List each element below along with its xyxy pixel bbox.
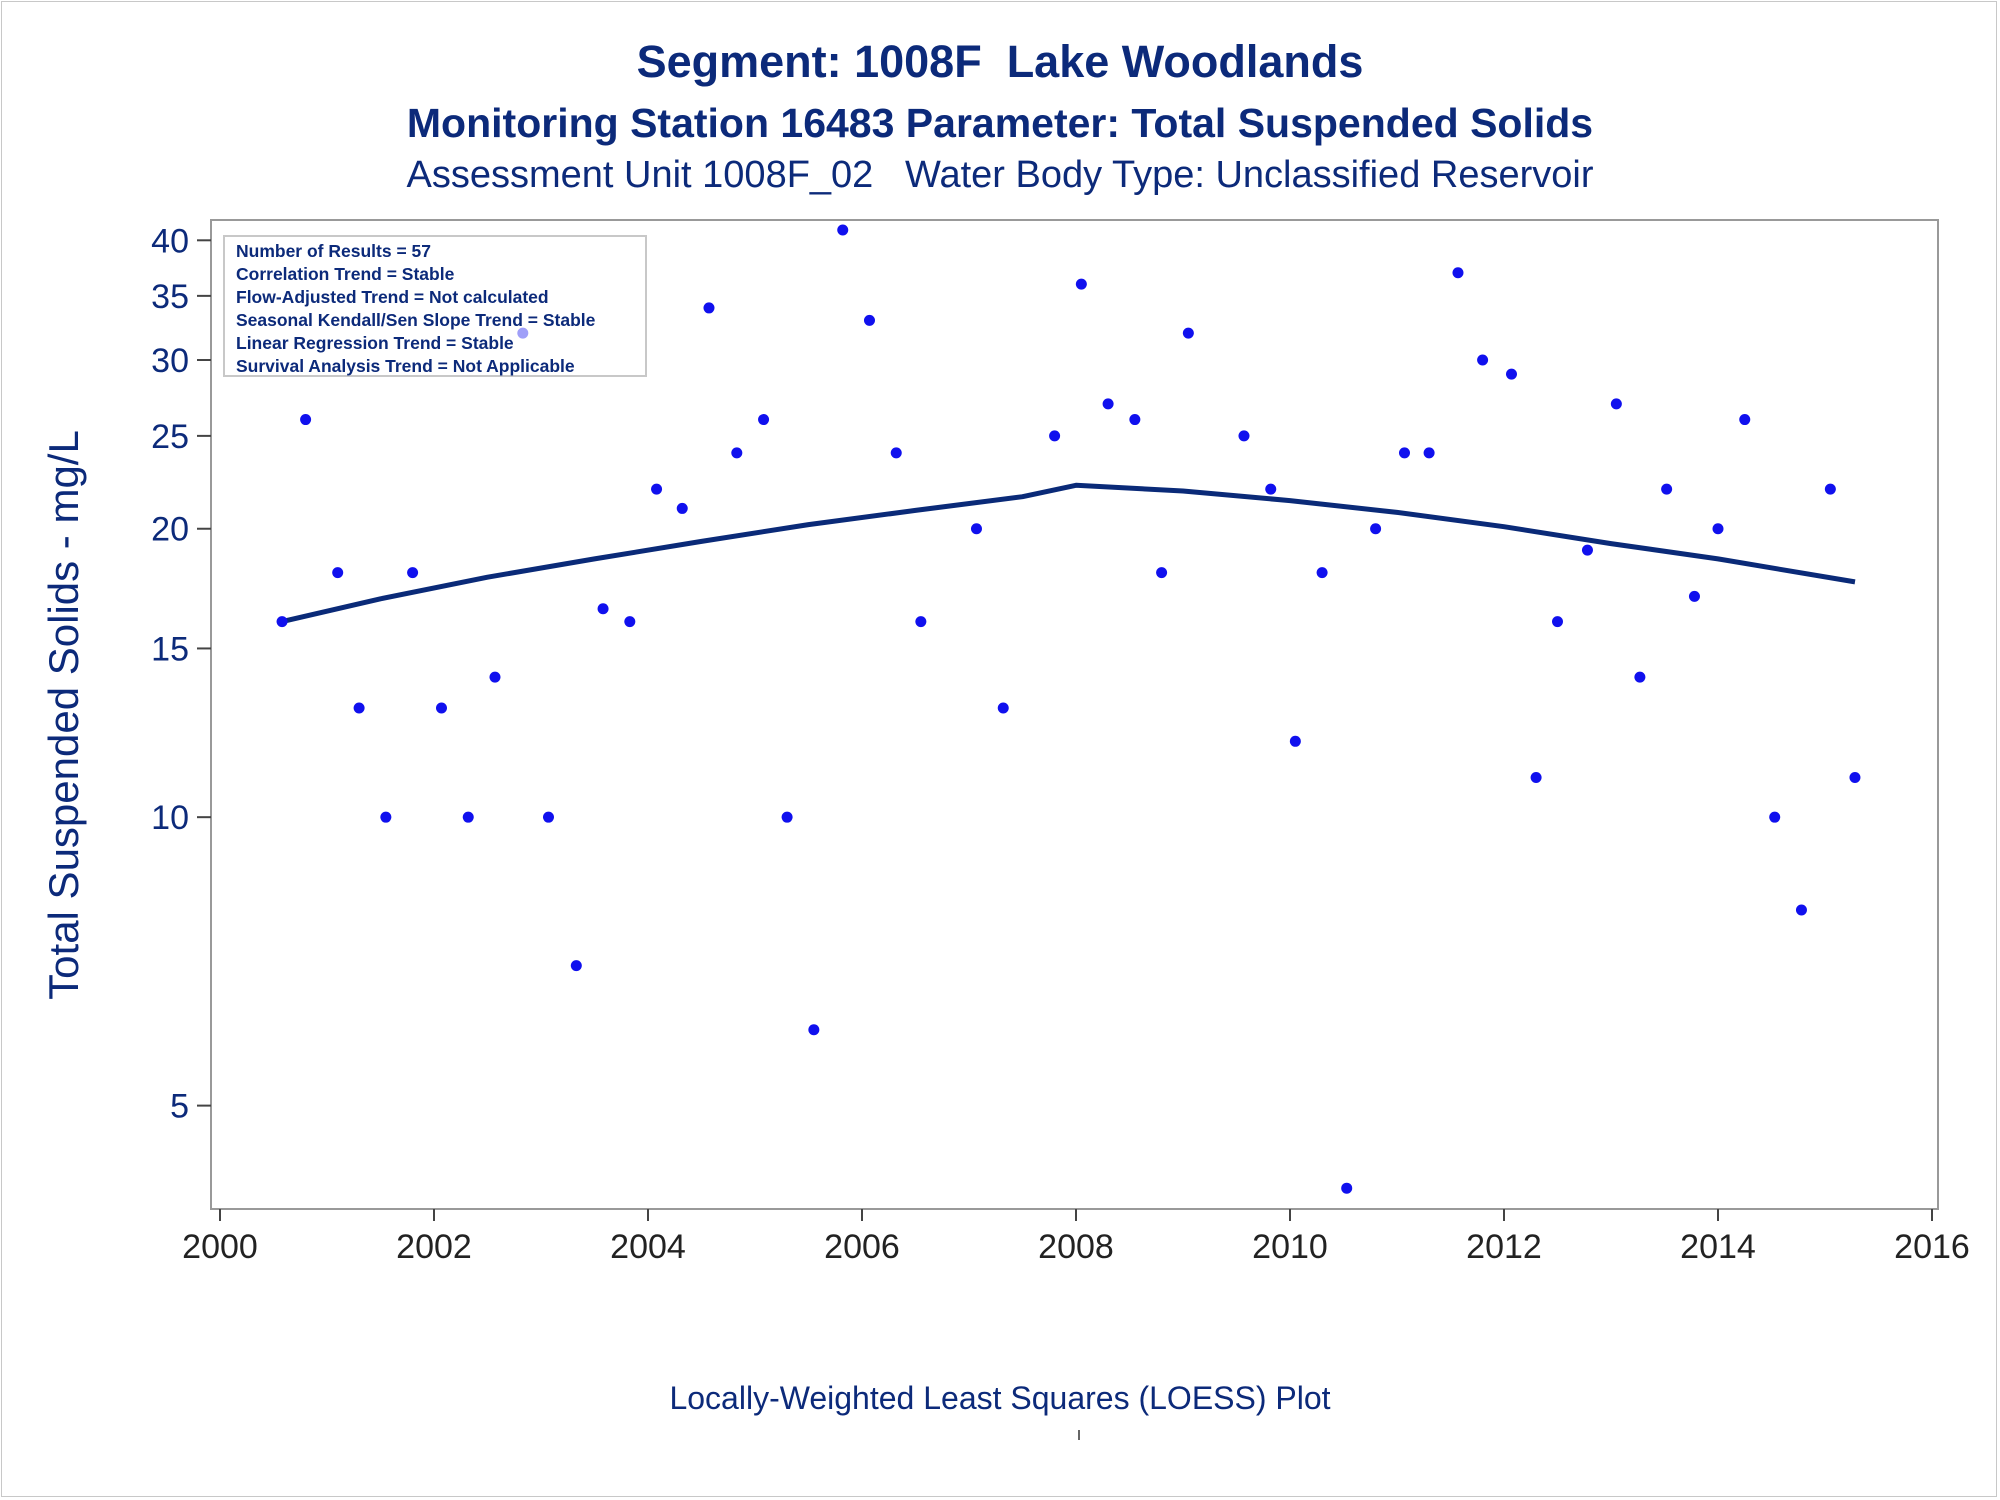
data-point-51 bbox=[1712, 523, 1724, 535]
data-point-21 bbox=[837, 224, 849, 236]
x-tick-label-6: 2012 bbox=[1466, 1228, 1542, 1266]
data-point-4 bbox=[380, 811, 392, 823]
data-point-36 bbox=[1316, 567, 1328, 579]
data-point-34 bbox=[1265, 483, 1277, 495]
data-point-38 bbox=[1370, 523, 1382, 535]
legend-line-1: Correlation Trend = Stable bbox=[236, 264, 455, 284]
data-point-50 bbox=[1688, 590, 1700, 602]
data-point-29 bbox=[1102, 398, 1114, 410]
data-point-17 bbox=[731, 447, 743, 459]
data-point-26 bbox=[997, 702, 1009, 714]
data-point-18 bbox=[758, 414, 770, 426]
data-point-19 bbox=[781, 811, 793, 823]
loess-line bbox=[281, 482, 1856, 625]
data-point-39 bbox=[1398, 447, 1410, 459]
data-point-22 bbox=[863, 314, 875, 326]
data-point-56 bbox=[1849, 772, 1861, 784]
data-point-14 bbox=[651, 483, 663, 495]
data-point-31 bbox=[1156, 567, 1168, 579]
data-point-30 bbox=[1129, 414, 1141, 426]
data-point-46 bbox=[1581, 544, 1593, 556]
data-point-6 bbox=[435, 702, 447, 714]
plot-area bbox=[210, 219, 1939, 1210]
data-point-53 bbox=[1769, 811, 1781, 823]
x-tick-label-8: 2016 bbox=[1894, 1228, 1970, 1266]
data-point-40 bbox=[1423, 447, 1435, 459]
x-tick-label-4: 2008 bbox=[1038, 1228, 1114, 1266]
x-tick-label-1: 2002 bbox=[396, 1228, 472, 1266]
data-point-12 bbox=[597, 603, 609, 615]
y-tick-label-2: 15 bbox=[151, 630, 189, 668]
data-point-28 bbox=[1075, 278, 1087, 290]
data-point-33 bbox=[1238, 430, 1250, 442]
footnote: Locally-Weighted Least Squares (LOESS) P… bbox=[669, 1380, 1331, 1416]
y-tick-label-3: 20 bbox=[151, 511, 189, 549]
data-point-15 bbox=[676, 502, 688, 514]
data-point-44 bbox=[1530, 772, 1542, 784]
data-point-55 bbox=[1824, 483, 1836, 495]
legend-line-4: Linear Regression Trend = Stable bbox=[236, 333, 514, 353]
data-point-0 bbox=[276, 616, 288, 628]
footnote-mark bbox=[1078, 1430, 1080, 1440]
data-point-1 bbox=[300, 414, 312, 426]
y-tick-label-0: 5 bbox=[170, 1088, 189, 1126]
legend-line-3: Seasonal Kendall/Sen Slope Trend = Stabl… bbox=[236, 310, 596, 330]
data-point-45 bbox=[1552, 616, 1563, 628]
data-point-54 bbox=[1795, 904, 1807, 916]
data-point-35 bbox=[1289, 735, 1301, 747]
data-point-11 bbox=[570, 960, 582, 972]
y-tick-label-5: 30 bbox=[151, 342, 189, 380]
data-point-2 bbox=[332, 567, 344, 579]
data-point-13 bbox=[624, 616, 636, 628]
y-tick-label-4: 25 bbox=[151, 418, 189, 456]
data-point-24 bbox=[915, 616, 927, 628]
data-point-10 bbox=[542, 811, 554, 823]
data-point-3 bbox=[353, 702, 365, 714]
chart-subtitle: Monitoring Station 16483 Parameter: Tota… bbox=[406, 100, 1594, 146]
x-tick-label-2: 2004 bbox=[610, 1228, 686, 1266]
data-point-47 bbox=[1610, 398, 1622, 410]
chart-subtitle-2: Assessment Unit 1008F_02 Water Body Type… bbox=[406, 154, 1594, 196]
data-point-43 bbox=[1505, 368, 1517, 380]
data-point-8 bbox=[489, 671, 501, 683]
x-tick-label-0: 2000 bbox=[182, 1228, 258, 1266]
y-axis-label: Total Suspended Solids - mg/L bbox=[40, 430, 87, 1000]
y-tick-label-6: 35 bbox=[151, 278, 189, 316]
x-tick-label-5: 2010 bbox=[1252, 1228, 1328, 1266]
data-point-52 bbox=[1739, 414, 1751, 426]
legend-line-0: Number of Results = 57 bbox=[236, 241, 431, 261]
data-point-49 bbox=[1661, 483, 1673, 495]
data-point-27 bbox=[1049, 430, 1061, 442]
legend-line-2: Flow-Adjusted Trend = Not calculated bbox=[236, 287, 549, 307]
data-point-16 bbox=[703, 302, 715, 314]
data-point-37 bbox=[1341, 1182, 1353, 1194]
data-point-25 bbox=[970, 523, 982, 535]
data-point-20 bbox=[808, 1024, 820, 1036]
chart-title: Segment: 1008F Lake Woodlands bbox=[636, 36, 1364, 87]
data-point-23 bbox=[890, 447, 902, 459]
y-tick-label-1: 10 bbox=[151, 799, 189, 837]
data-point-5 bbox=[407, 567, 419, 579]
x-tick-label-3: 2006 bbox=[824, 1228, 900, 1266]
y-tick-label-7: 40 bbox=[151, 222, 189, 260]
data-point-42 bbox=[1477, 354, 1489, 366]
x-tick-label-7: 2014 bbox=[1680, 1228, 1756, 1266]
legend-line-5: Survival Analysis Trend = Not Applicable bbox=[236, 356, 575, 376]
legend-box bbox=[223, 235, 647, 377]
data-point-48 bbox=[1634, 671, 1646, 683]
data-point-7 bbox=[462, 811, 474, 823]
data-point-41 bbox=[1452, 267, 1464, 279]
data-point-32 bbox=[1182, 327, 1194, 339]
